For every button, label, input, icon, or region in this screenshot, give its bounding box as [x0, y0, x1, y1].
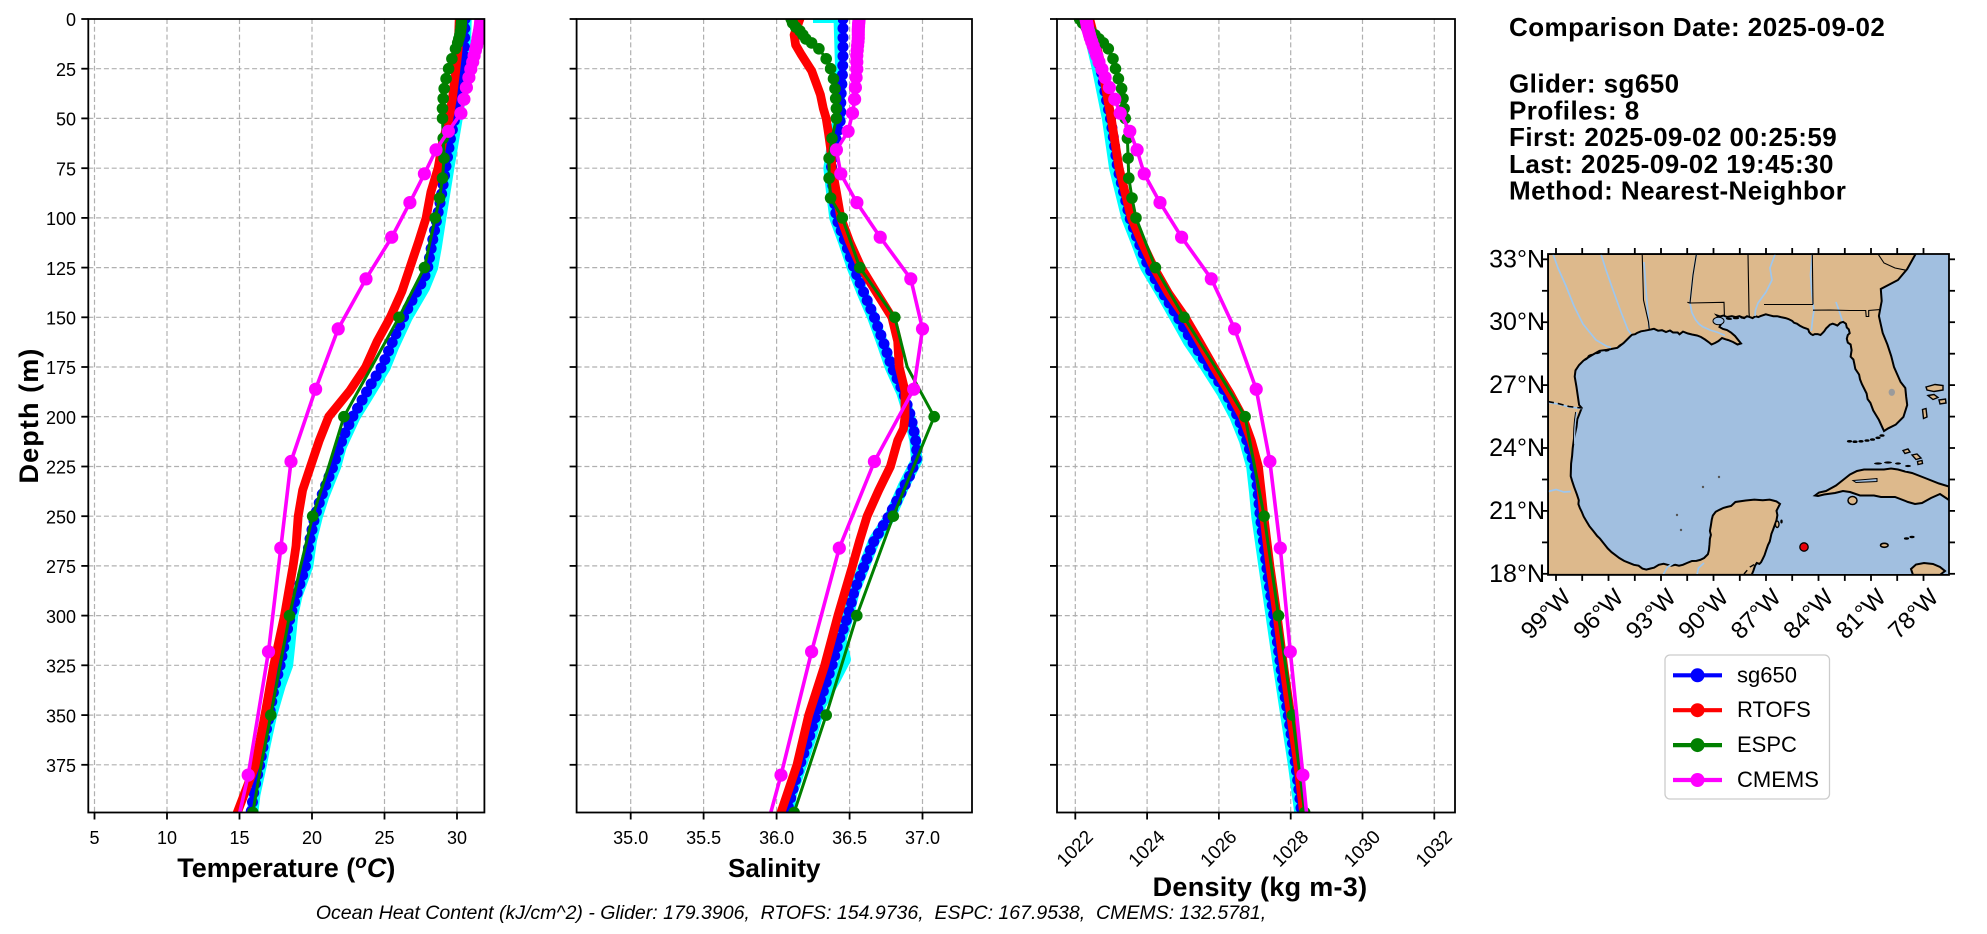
svg-text:Depth (m): Depth (m)	[14, 348, 44, 484]
svg-text:15: 15	[229, 828, 249, 848]
svg-text:Profiles: 8: Profiles: 8	[1509, 95, 1640, 125]
svg-text:Comparison Date: 2025-09-02: Comparison Date: 2025-09-02	[1509, 12, 1885, 42]
svg-text:27°N: 27°N	[1489, 371, 1545, 399]
svg-text:10: 10	[157, 828, 177, 848]
svg-text:ESPC: ESPC	[1737, 732, 1797, 757]
svg-text:Last: 2025-09-02 19:45:30: Last: 2025-09-02 19:45:30	[1509, 149, 1834, 179]
svg-text:75: 75	[56, 159, 76, 179]
svg-text:Density (kg m-3): Density (kg m-3)	[1153, 872, 1368, 902]
svg-text:24°N: 24°N	[1489, 434, 1545, 462]
svg-text:sg650: sg650	[1737, 662, 1797, 687]
svg-text:250: 250	[46, 507, 76, 527]
svg-text:275: 275	[46, 557, 76, 577]
svg-text:325: 325	[46, 657, 76, 677]
svg-text:375: 375	[46, 756, 76, 776]
svg-text:20: 20	[302, 828, 322, 848]
svg-text:37.0: 37.0	[905, 828, 940, 848]
svg-text:Ocean Heat Content (kJ/cm^2) -: Ocean Heat Content (kJ/cm^2) - Glider: 1…	[316, 902, 1266, 924]
svg-text:CMEMS: CMEMS	[1737, 767, 1819, 792]
svg-text:RTOFS: RTOFS	[1737, 697, 1811, 722]
svg-text:Salinity: Salinity	[728, 853, 821, 883]
svg-text:5: 5	[89, 828, 99, 848]
svg-text:350: 350	[46, 706, 76, 726]
svg-text:21°N: 21°N	[1489, 497, 1545, 525]
svg-text:0: 0	[66, 10, 76, 30]
svg-text:33°N: 33°N	[1489, 245, 1545, 273]
svg-text:First: 2025-09-02 00:25:59: First: 2025-09-02 00:25:59	[1509, 122, 1837, 152]
svg-text:125: 125	[46, 259, 76, 279]
svg-text:Glider: sg650: Glider: sg650	[1509, 69, 1680, 99]
svg-text:50: 50	[56, 110, 76, 130]
svg-text:35.0: 35.0	[613, 828, 648, 848]
svg-text:36.5: 36.5	[832, 828, 867, 848]
svg-text:36.0: 36.0	[759, 828, 794, 848]
svg-text:30°N: 30°N	[1489, 308, 1545, 336]
svg-text:25: 25	[374, 828, 394, 848]
svg-text:175: 175	[46, 358, 76, 378]
svg-text:30: 30	[447, 828, 467, 848]
svg-text:35.5: 35.5	[686, 828, 721, 848]
svg-text:225: 225	[46, 458, 76, 478]
svg-text:100: 100	[46, 209, 76, 229]
svg-text:18°N: 18°N	[1489, 560, 1545, 588]
svg-text:Method: Nearest-Neighbor: Method: Nearest-Neighbor	[1509, 176, 1846, 206]
svg-text:200: 200	[46, 408, 76, 428]
svg-text:150: 150	[46, 309, 76, 329]
svg-text:300: 300	[46, 607, 76, 627]
svg-text:25: 25	[56, 60, 76, 80]
svg-text:Temperature (oC): Temperature (oC)	[177, 852, 395, 883]
